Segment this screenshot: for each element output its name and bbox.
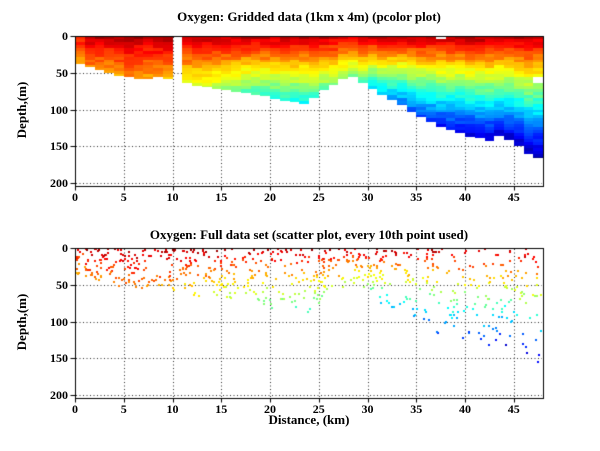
x-tick-label: 5: [120, 402, 127, 416]
x-tick-label: 5: [120, 190, 127, 204]
y-tick-label: 0: [62, 29, 68, 43]
x-tick-label: 25: [312, 402, 325, 416]
y-tick-label: 200: [50, 176, 68, 190]
y-tick-label: 150: [50, 351, 68, 366]
x-tick-label: 35: [410, 402, 423, 416]
x-tick-label: 45: [507, 190, 520, 204]
x-tick-label: 20: [264, 402, 276, 416]
x-tick-label: 15: [215, 190, 228, 204]
x-tick-label: 35: [410, 190, 423, 204]
top-plot-ylabel: Depth,(m): [14, 81, 29, 139]
x-tick-label: 30: [361, 190, 374, 204]
y-tick-label: 50: [56, 277, 68, 292]
x-tick-label: 30: [361, 402, 374, 416]
y-tick-label: 150: [50, 139, 68, 154]
x-tick-label: 15: [215, 402, 228, 416]
bottom-plot-xlabel: Distance, (km): [268, 412, 350, 427]
y-tick-label: 50: [56, 65, 68, 80]
y-tick-label: 200: [50, 388, 68, 402]
x-tick-label: 45: [507, 402, 520, 416]
y-tick-label: 100: [50, 102, 68, 117]
y-tick-label: 100: [50, 314, 68, 329]
y-tick-label: 0: [62, 241, 68, 255]
x-tick-label: 20: [264, 190, 276, 204]
x-tick-label: 0: [72, 190, 78, 204]
x-tick-label: 25: [312, 190, 325, 204]
top-plot-title: Oxygen: Gridded data (1km x 4m) (pcolor …: [177, 9, 441, 24]
x-tick-label: 0: [72, 402, 78, 416]
x-tick-label: 10: [166, 402, 179, 416]
bottom-plot-ylabel: Depth,(m): [14, 293, 29, 351]
x-tick-label: 10: [166, 190, 179, 204]
x-tick-label: 40: [459, 402, 471, 416]
x-tick-label: 40: [459, 190, 471, 204]
bottom-plot-title: Oxygen: Full data set (scatter plot, eve…: [149, 227, 469, 242]
